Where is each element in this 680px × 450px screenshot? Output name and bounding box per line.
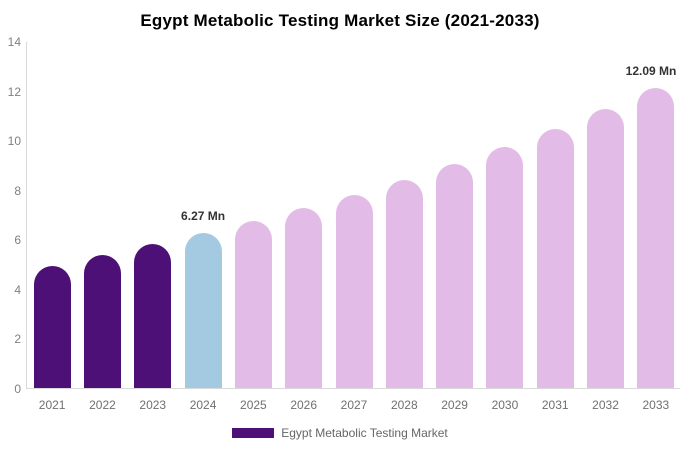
bar-2029 [436, 164, 474, 388]
bar-2033 [637, 88, 675, 388]
y-axis-label-10: 10 [7, 134, 21, 149]
value-label-2033: 12.09 Mn [625, 64, 677, 79]
bar-2031 [536, 129, 574, 388]
legend-swatch [232, 428, 275, 438]
bar-2024 [184, 232, 222, 388]
x-axis-label-2029: 2029 [441, 398, 468, 412]
value-label-2024: 6.27 Mn [181, 208, 226, 223]
y-axis-label-6: 6 [14, 233, 21, 248]
bar-2025 [234, 220, 272, 388]
chart-title: Egypt Metabolic Testing Market Size (202… [140, 11, 540, 30]
y-axis-label-4: 4 [14, 282, 21, 297]
y-axis-label-12: 12 [7, 84, 21, 99]
bar-2028 [385, 180, 423, 388]
plot-area: 2021 2022 2023 2024 2025 2026 2027 2028 2029 2030… [8, 35, 680, 412]
bar-2032 [587, 109, 625, 388]
x-axis-label-2026: 2026 [290, 398, 318, 412]
x-axis-label-2023: 2023 [139, 398, 167, 412]
x-axis-label-2030: 2030 [491, 398, 519, 412]
x-axis-label-2022: 2022 [89, 398, 116, 412]
bar-2022 [83, 255, 121, 388]
y-axis-label-2: 2 [14, 332, 21, 347]
x-axis-label-2025: 2025 [240, 398, 267, 412]
bar-2026 [285, 208, 323, 388]
x-axis-label-2021: 2021 [38, 398, 66, 412]
bar-2023 [134, 243, 172, 388]
x-axis-label-2032: 2032 [592, 398, 619, 412]
x-axis-label-2031: 2031 [541, 398, 569, 412]
bar-2021 [33, 265, 71, 388]
x-axis-label-2027: 2027 [340, 398, 368, 412]
x-axis-label-2028: 2028 [390, 398, 418, 412]
x-axis-label-2024: 2024 [189, 398, 217, 412]
bar-2030 [486, 147, 524, 388]
y-axis-label-14: 14 [7, 35, 21, 49]
legend: Egypt Metabolic Testing Market [0, 425, 680, 441]
x-axis-label-2033: 2033 [642, 398, 670, 412]
y-axis-label-8: 8 [14, 183, 21, 198]
bar-2027 [335, 194, 373, 388]
y-axis-label-0: 0 [14, 382, 21, 396]
legend-label: Egypt Metabolic Testing Market [281, 426, 448, 440]
